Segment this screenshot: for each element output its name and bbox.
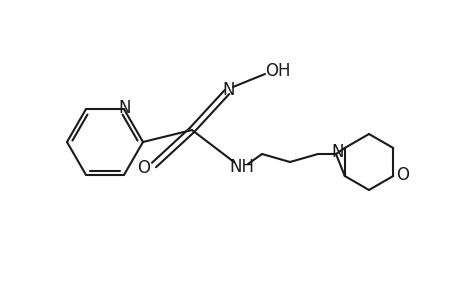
Text: N: N [222,81,235,99]
Text: OH: OH [265,62,290,80]
Text: NH: NH [229,158,254,176]
Text: O: O [395,166,408,184]
Text: N: N [331,143,343,161]
Text: N: N [118,99,131,117]
Text: O: O [137,159,150,177]
